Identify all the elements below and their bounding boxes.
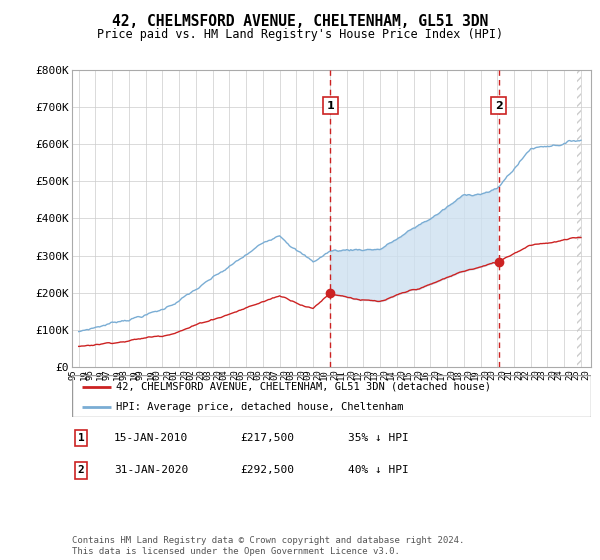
Text: Contains HM Land Registry data © Crown copyright and database right 2024.
This d: Contains HM Land Registry data © Crown c… [72,536,464,556]
Text: £292,500: £292,500 [240,465,294,475]
Text: 31-JAN-2020: 31-JAN-2020 [114,465,188,475]
Text: 1: 1 [326,101,334,111]
Text: Price paid vs. HM Land Registry's House Price Index (HPI): Price paid vs. HM Land Registry's House … [97,28,503,41]
Text: 35% ↓ HPI: 35% ↓ HPI [348,433,409,443]
Text: 15-JAN-2010: 15-JAN-2010 [114,433,188,443]
Text: 42, CHELMSFORD AVENUE, CHELTENHAM, GL51 3DN: 42, CHELMSFORD AVENUE, CHELTENHAM, GL51 … [112,14,488,29]
Text: 1: 1 [77,433,85,443]
Text: 2: 2 [77,465,85,475]
Text: 2: 2 [495,101,502,111]
Text: 40% ↓ HPI: 40% ↓ HPI [348,465,409,475]
Text: HPI: Average price, detached house, Cheltenham: HPI: Average price, detached house, Chel… [116,402,404,412]
Text: £217,500: £217,500 [240,433,294,443]
Text: 42, CHELMSFORD AVENUE, CHELTENHAM, GL51 3DN (detached house): 42, CHELMSFORD AVENUE, CHELTENHAM, GL51 … [116,382,491,392]
